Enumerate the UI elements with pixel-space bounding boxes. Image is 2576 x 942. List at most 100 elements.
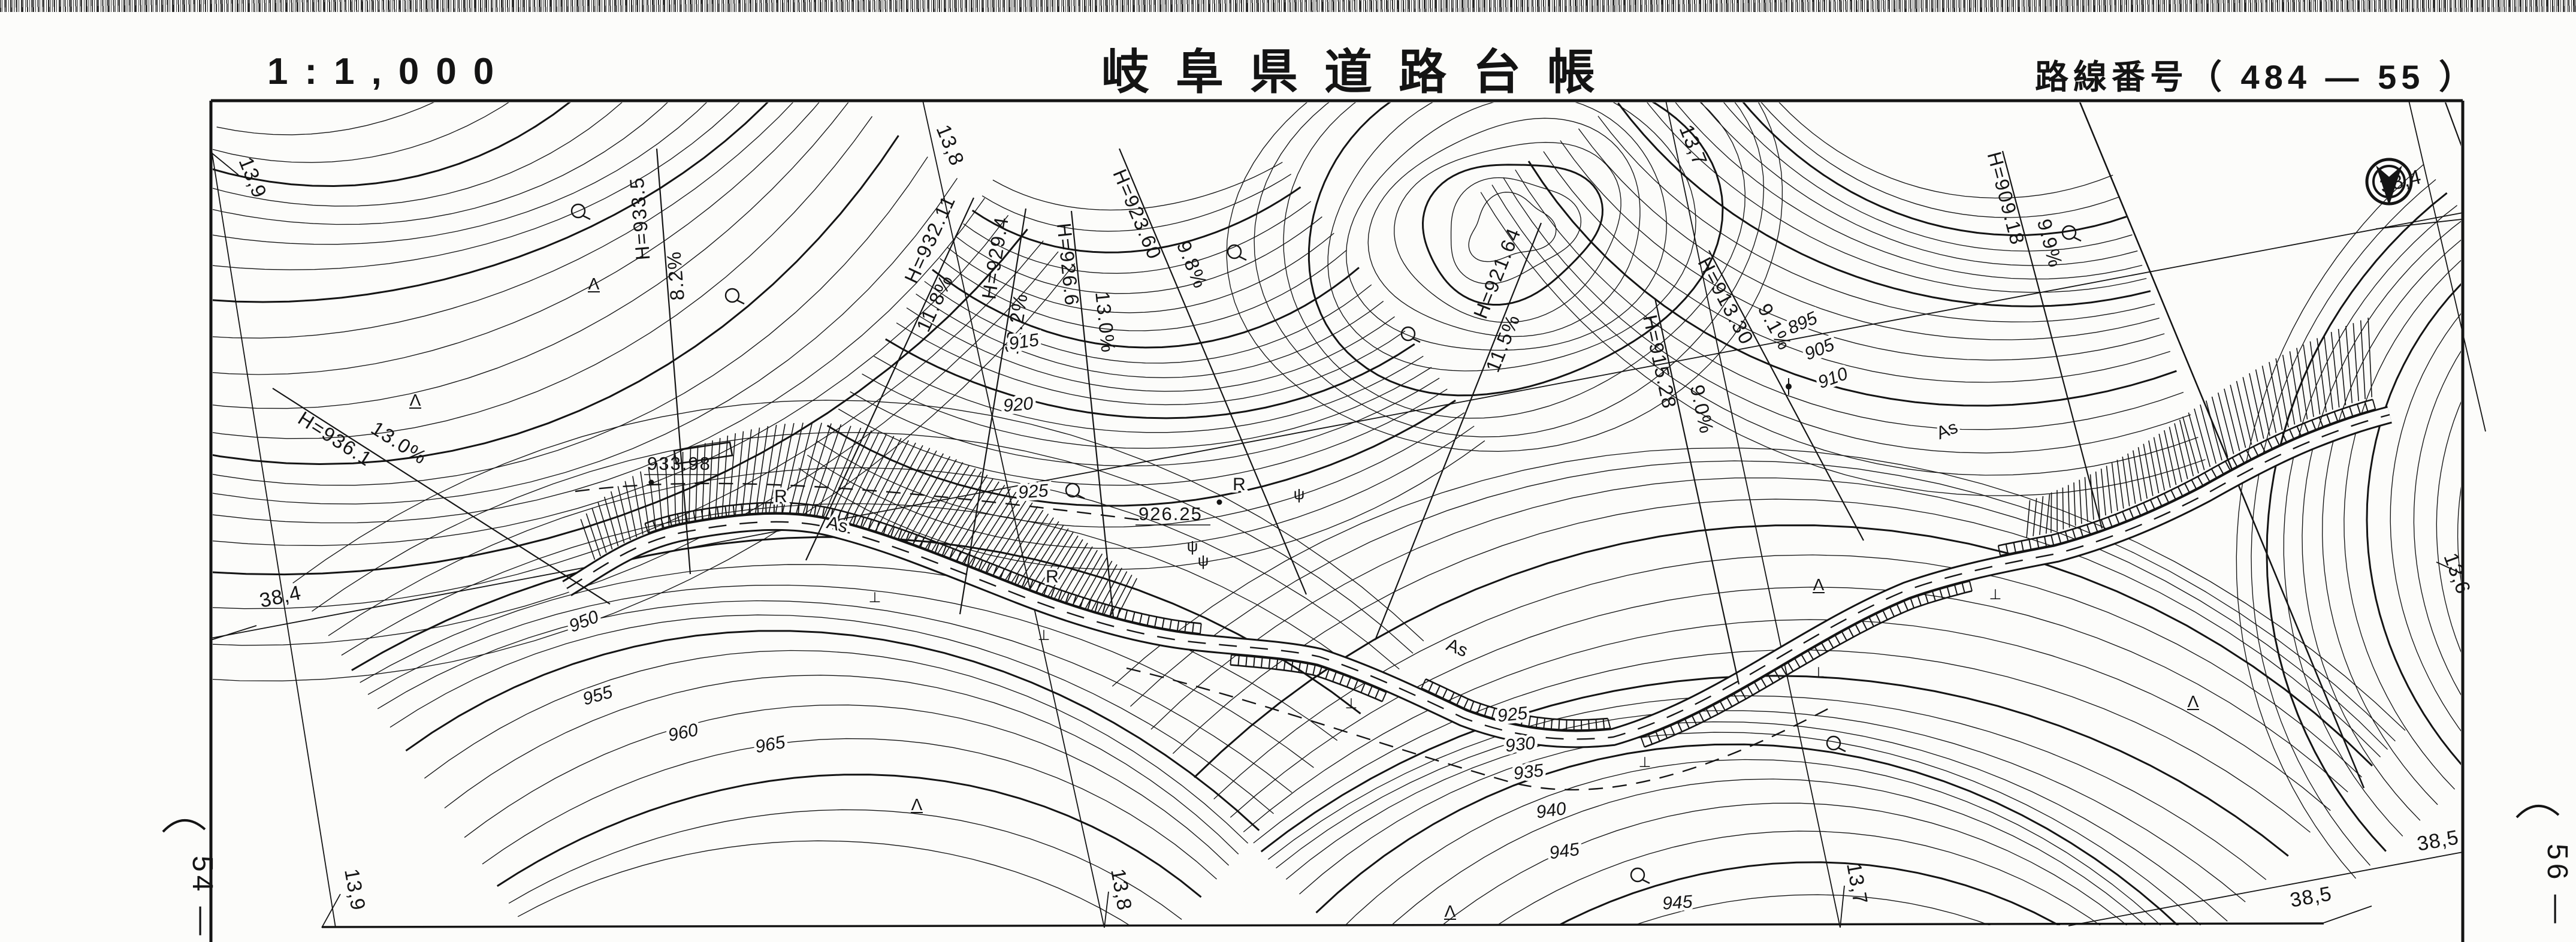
sheet-ref-paren-right <box>2515 805 2560 819</box>
contour-label: 915 <box>1008 330 1040 354</box>
contour-line <box>464 704 1230 866</box>
contour-line <box>1597 116 2155 322</box>
contour-line <box>1112 447 2406 731</box>
contour-line <box>1543 151 2171 383</box>
frame-border-line <box>321 922 2324 928</box>
ground-tick-icon: ⊥ <box>1345 696 1358 712</box>
conifer-tree-icon: Λ <box>1813 575 1825 594</box>
wall-band-rail <box>1231 654 1387 693</box>
road-surface-label: R <box>774 487 787 506</box>
contour-line <box>1307 102 1724 397</box>
contour-label: 920 <box>1002 394 1034 416</box>
north-arrow-icon <box>2365 158 2413 206</box>
conifer-tree-icon: Λ <box>2188 692 2199 711</box>
contour-line <box>1260 675 2289 857</box>
survey-grade-label: 8.2% <box>663 250 688 301</box>
contour-line <box>508 809 1182 920</box>
contour-line <box>2457 486 2461 583</box>
survey-leader-line <box>959 208 1027 615</box>
contour-line <box>982 174 1292 232</box>
grid-label-leader <box>210 625 257 641</box>
contour-line <box>1578 128 2160 340</box>
broadleaf-tree-icon <box>1826 735 1846 753</box>
grid-coordinate-label: 13,9 <box>234 154 271 201</box>
survey-leader-line <box>1708 250 1864 541</box>
contour-line <box>1701 102 2138 266</box>
survey-grade-label: 9.0% <box>1686 383 1719 436</box>
embankment-hatch-fan <box>2026 318 2372 538</box>
contour-line <box>213 102 769 303</box>
road-surface-label: As <box>1934 417 1961 443</box>
road <box>562 406 2392 791</box>
grid-label-leader <box>2436 561 2463 575</box>
contour-line <box>1367 117 1641 337</box>
contour-line <box>213 102 708 245</box>
contour-line <box>213 102 849 409</box>
contour-line <box>1491 185 2198 476</box>
contour-line <box>2509 370 2576 698</box>
contour-line <box>1480 192 2206 496</box>
survey-grade-label: 9.9% <box>2033 216 2067 270</box>
contour-line <box>1226 102 1783 452</box>
contour-line <box>2322 239 2461 805</box>
contour-line <box>213 215 1009 547</box>
wall-band-rungs <box>1997 399 2376 556</box>
survey-elevation-label: H=923.60 <box>1109 166 1166 263</box>
survey-leader-line <box>272 388 611 605</box>
contour-line <box>213 102 623 207</box>
contour-line <box>2494 352 2576 708</box>
survey-elevation-label: H=921.64 <box>1469 224 1526 321</box>
contour-line <box>1778 102 2113 199</box>
grid-label-leader <box>2323 905 2372 923</box>
contour-line <box>1723 102 2133 252</box>
conifer-tree-icon: Λ <box>1445 902 1456 920</box>
contour-line <box>213 102 820 375</box>
grass-symbol-icon: ψ <box>1187 537 1198 555</box>
sheet-ref-right: 56 — <box>2541 844 2573 927</box>
contour-line <box>2366 283 2461 766</box>
parcel-boundary-line <box>2079 102 2365 789</box>
contour-line <box>405 630 1260 831</box>
contour-line <box>1150 477 2388 750</box>
contour-line <box>850 378 1440 467</box>
contour-line <box>1230 587 2348 818</box>
grid-label-leader <box>321 893 341 928</box>
survey-elevation-label: H=926.6 <box>1053 222 1083 307</box>
road-surface-label: As <box>1443 635 1470 661</box>
spot-elevation-dot <box>1216 499 1222 505</box>
grid-line <box>211 149 336 928</box>
grid-line <box>2408 100 2486 432</box>
contour-line <box>213 102 794 339</box>
contour-line <box>2283 205 2458 837</box>
contour-line <box>862 367 1432 449</box>
broadleaf-tree-icon <box>2061 225 2082 242</box>
wall-band-rail <box>1998 398 2373 547</box>
contour-line <box>896 322 1406 406</box>
map-frame <box>209 99 2465 942</box>
broadleaf-tree-icon <box>570 203 591 221</box>
map-scale-label: 1:1,000 <box>267 51 511 92</box>
contour-line <box>940 250 1347 331</box>
contour-line <box>2236 164 2424 879</box>
contour-line <box>1194 524 2373 778</box>
contour-label: 930 <box>1504 733 1536 756</box>
contour-line <box>1299 732 2201 925</box>
road-outline <box>562 406 2392 748</box>
spot-elevation-label: 926.25 <box>1138 503 1203 524</box>
sheet-ref-left: 54 — <box>186 856 218 939</box>
survey-elevation-label: H=929.4 <box>977 215 1013 301</box>
wall-band-rail <box>648 512 1201 635</box>
grid-coordinate-label: 13,8 <box>932 122 969 169</box>
contour-line <box>807 425 1475 549</box>
contour-label: 950 <box>566 606 602 636</box>
grid-coordinate-label: 13,7 <box>1675 122 1712 169</box>
contour-line <box>1633 894 1991 925</box>
survey-leader-line <box>1070 210 1115 618</box>
contour-label: 945 <box>1548 840 1581 864</box>
contour-line <box>341 503 1382 690</box>
ground-tick-icon: ⊥ <box>869 590 881 606</box>
contour-line <box>389 614 1274 814</box>
conifer-tree-icon: Λ <box>410 391 421 409</box>
contour-lines <box>213 102 2576 925</box>
